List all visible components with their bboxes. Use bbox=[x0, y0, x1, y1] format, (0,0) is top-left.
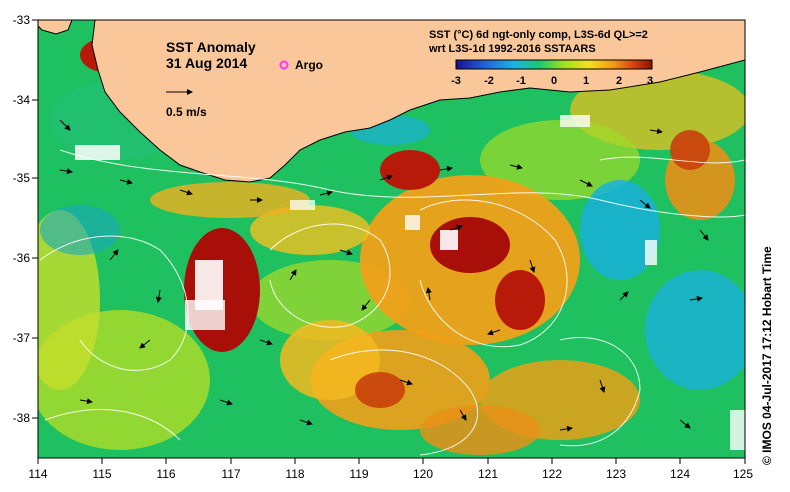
imos-credit: © IMOS 04-Jul-2017 17:12 Hobart Time bbox=[760, 246, 774, 465]
latitude-labels: -33 -34 -35 -36 -37 -38 bbox=[13, 13, 31, 425]
lat-tick-label: -37 bbox=[13, 331, 31, 345]
lat-tick-label: -33 bbox=[13, 13, 31, 27]
lon-tick-label: 125 bbox=[733, 467, 753, 481]
lon-tick-label: 114 bbox=[28, 467, 47, 481]
product-line-2: wrt L3S-1d 1992-2016 SSTAARS bbox=[428, 43, 596, 55]
lon-tick-label: 120 bbox=[413, 467, 433, 481]
axis-ticks bbox=[32, 19, 746, 464]
lon-tick-label: 117 bbox=[221, 467, 240, 481]
lat-tick-label: -35 bbox=[13, 171, 31, 185]
colorbar-tick-label: 1 bbox=[583, 75, 589, 87]
land-islet bbox=[38, 20, 73, 35]
colorbar-tick-label: -3 bbox=[451, 75, 461, 87]
lat-tick-label: -34 bbox=[13, 93, 31, 107]
lon-tick-label: 118 bbox=[285, 467, 304, 481]
lon-tick-label: 115 bbox=[92, 467, 111, 481]
longitude-labels: 114 115 116 117 118 119 120 121 122 123 … bbox=[28, 467, 753, 481]
lon-tick-label: 123 bbox=[606, 467, 626, 481]
map-date: 31 Aug 2014 bbox=[166, 55, 247, 71]
cloud-mask bbox=[75, 115, 745, 450]
lon-tick-label: 124 bbox=[670, 467, 690, 481]
argo-label: Argo bbox=[295, 58, 323, 72]
product-line-1: SST (°C) 6d ngt-only comp, L3S-6d QL>=2 bbox=[429, 29, 648, 41]
colorbar-tick-label: 3 bbox=[647, 75, 653, 87]
sst-field bbox=[38, 20, 745, 458]
lon-tick-label: 121 bbox=[478, 467, 498, 481]
colorbar-tick-label: -2 bbox=[484, 75, 494, 87]
lat-tick-label: -38 bbox=[13, 411, 31, 425]
lon-tick-label: 119 bbox=[349, 467, 368, 481]
argo-float-icon bbox=[279, 60, 289, 70]
velocity-scale-label: 0.5 m/s bbox=[166, 105, 207, 119]
colorbar-tick-label: 0 bbox=[551, 75, 557, 87]
velocity-arrows bbox=[59, 119, 709, 432]
colorbar-ticks: -3 -2 -1 0 1 2 3 bbox=[451, 75, 653, 87]
map-title: SST Anomaly bbox=[166, 39, 256, 55]
colorbar-tick-label: -1 bbox=[516, 75, 526, 87]
lon-tick-label: 116 bbox=[156, 467, 175, 481]
colorbar bbox=[455, 59, 653, 70]
plot-frame bbox=[37, 19, 746, 459]
lat-tick-label: -36 bbox=[13, 251, 31, 265]
lon-tick-label: 122 bbox=[542, 467, 562, 481]
colorbar-tick-label: 2 bbox=[616, 75, 622, 87]
streamlines bbox=[39, 149, 745, 456]
